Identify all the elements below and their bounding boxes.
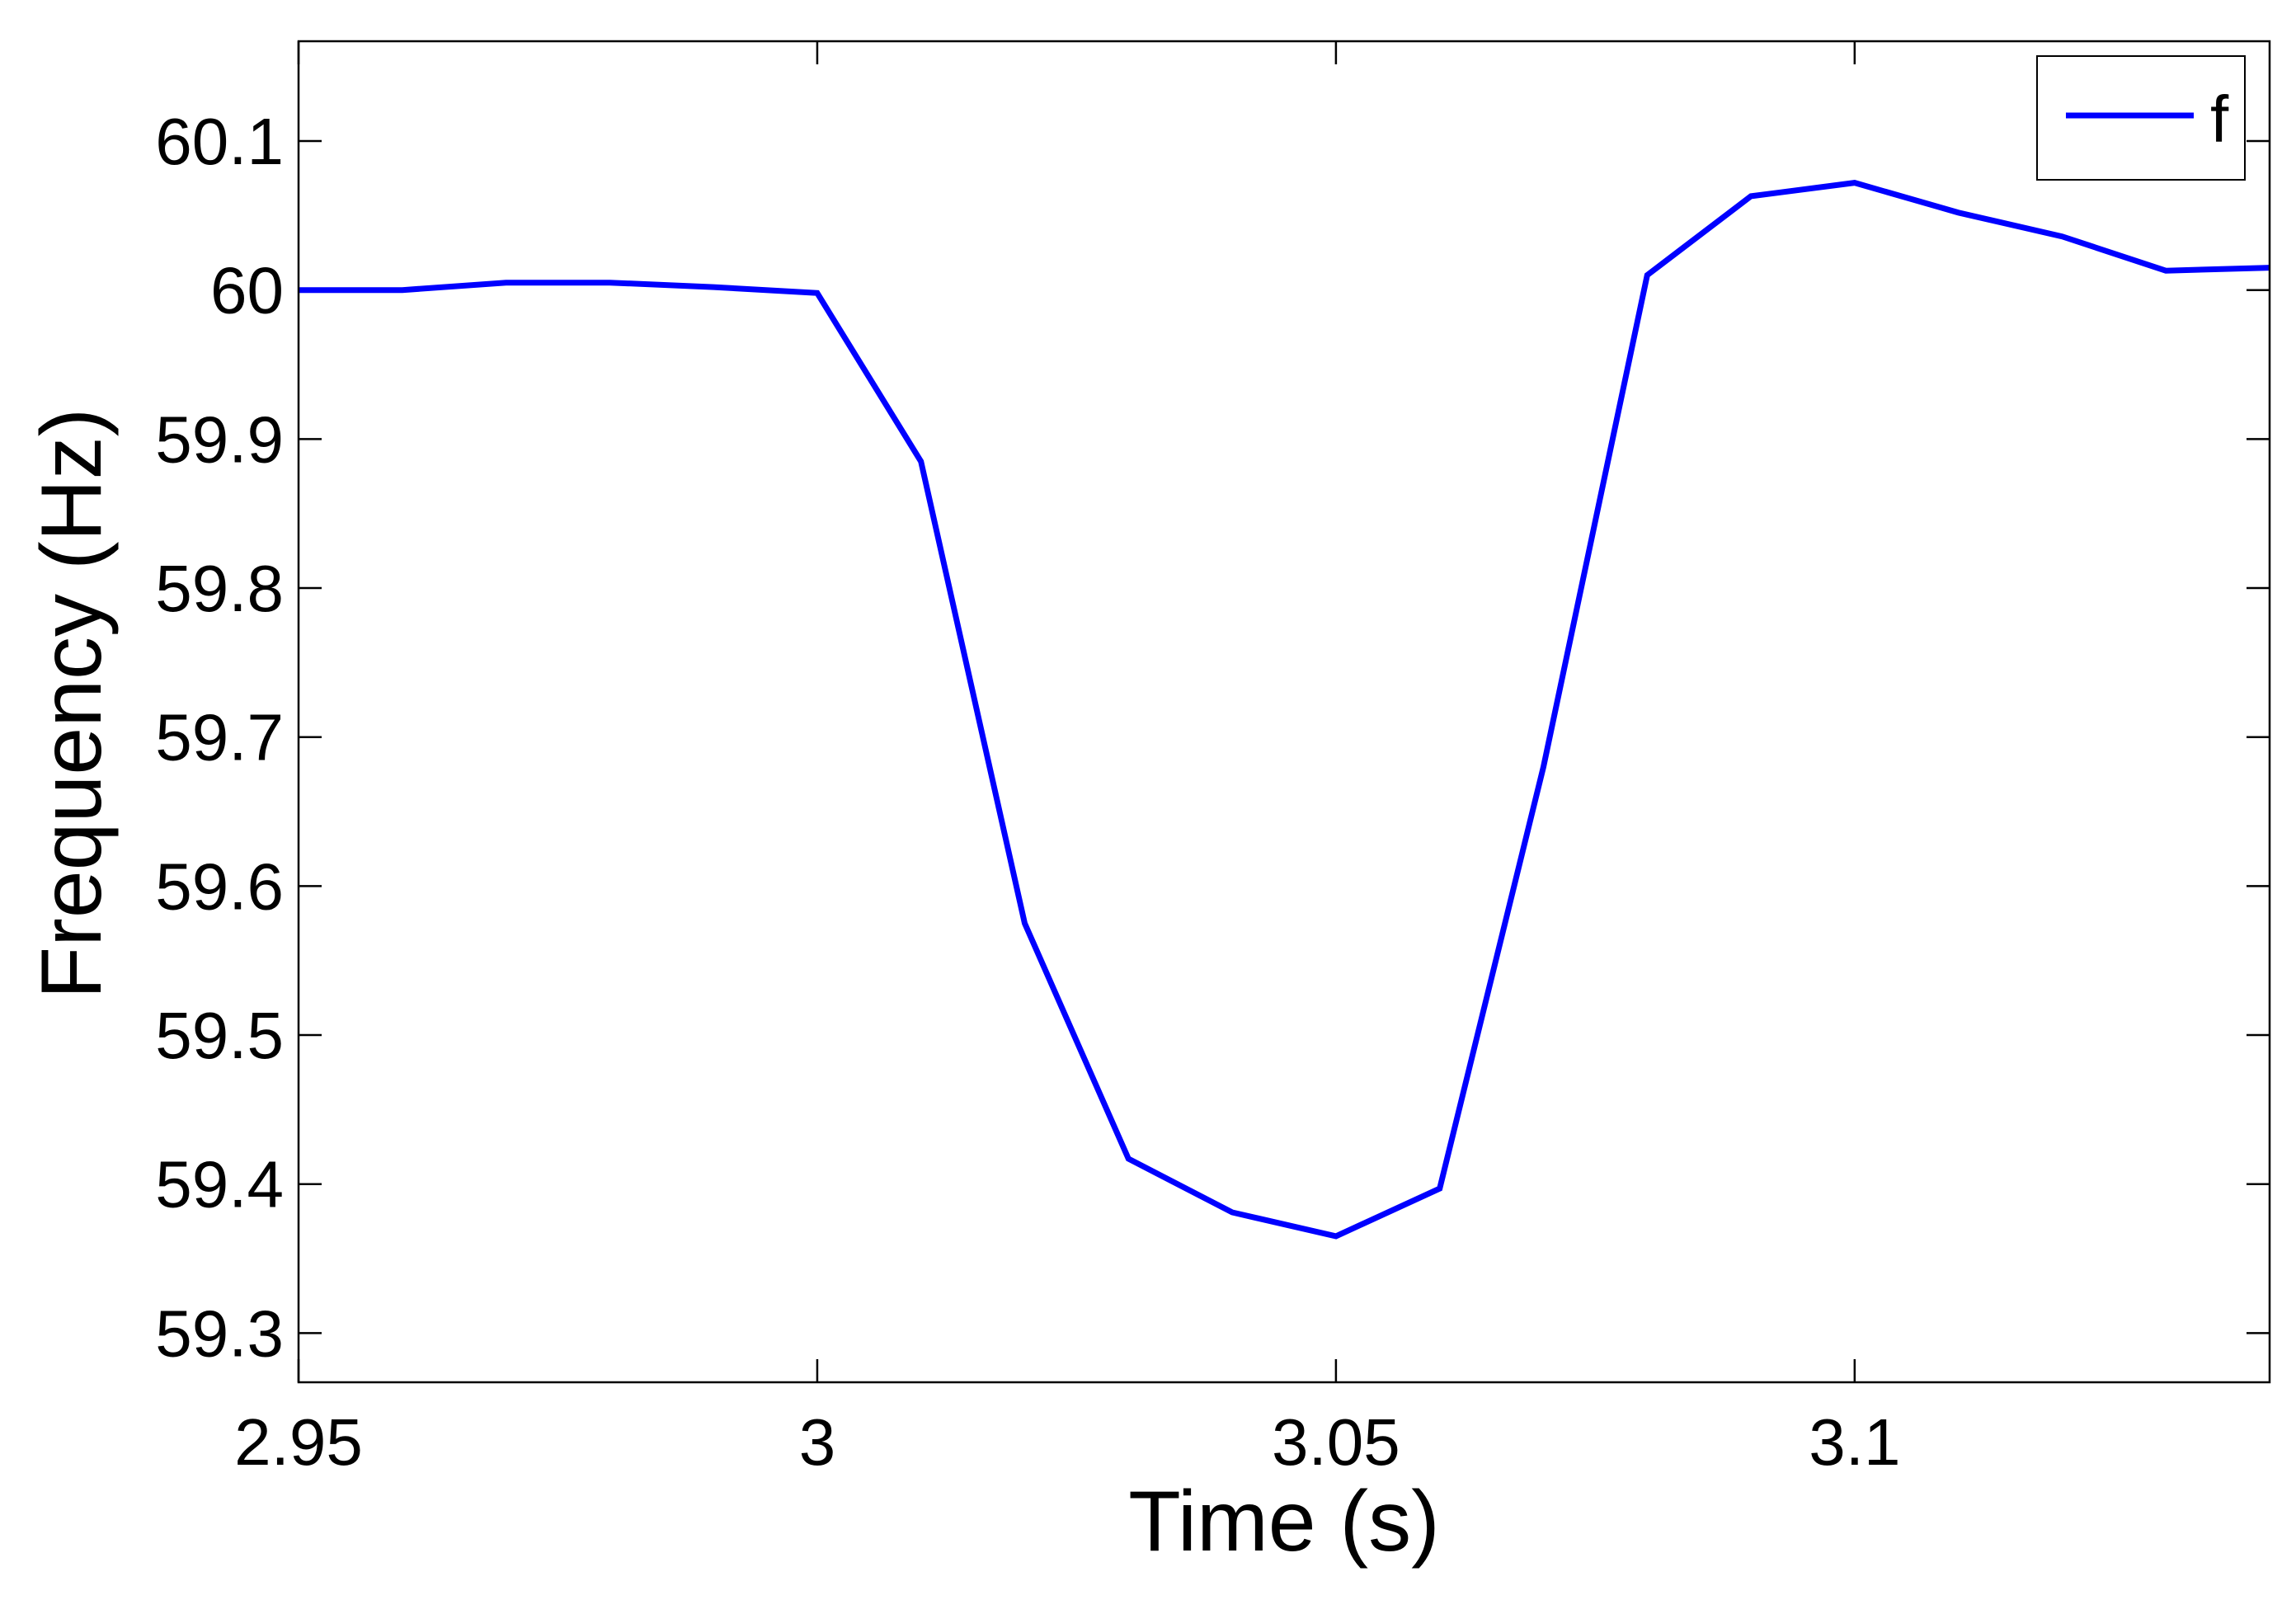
tick-labels: 2.95 3 3.05 3.1 59.3 59.4 59.5 59.6 59.7 59.8 59.9… [155,105,1900,1479]
legend-label-f: f [2210,82,2229,156]
legend: f [2036,55,2246,181]
y-tick-label: 59.9 [155,402,284,476]
y-tick-label: 59.5 [155,999,284,1072]
series-line-f [299,180,2270,1240]
y-axis-title: Frequency (Hz) [24,408,120,1000]
y-tick-label: 59.4 [155,1148,284,1221]
x-tick-label: 3.05 [1272,1405,1400,1479]
y-tick-label: 60 [210,254,284,327]
y-tick-label: 60.1 [155,105,284,178]
y-tick-label: 59.8 [155,552,284,625]
x-tick-label: 3.1 [1809,1405,1900,1479]
plot-area-frame [297,40,2271,1384]
series-lines [299,180,2270,1240]
x-tick-label: 3 [799,1405,836,1479]
y-tick-label: 59.3 [155,1296,284,1370]
y-tick-label: 59.7 [155,701,284,774]
x-axis-title: Time (s) [1128,1474,1439,1569]
x-tick-label: 2.95 [234,1405,363,1479]
y-tick-label: 59.6 [155,849,284,923]
